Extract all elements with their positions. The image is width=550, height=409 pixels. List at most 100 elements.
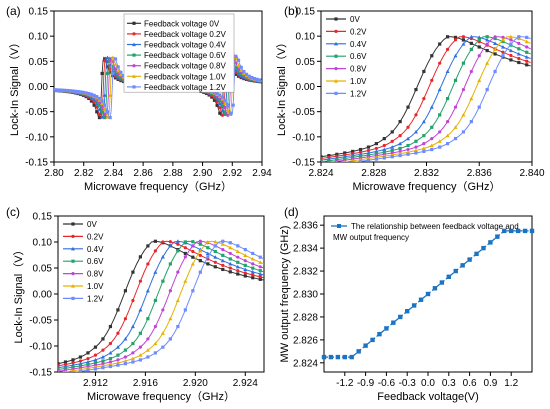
data-point — [258, 275, 262, 279]
data-point — [422, 149, 426, 154]
data-point — [243, 263, 247, 267]
data-point — [335, 152, 339, 156]
data-point — [488, 240, 493, 245]
x-tick-label: 0.6 — [463, 378, 477, 389]
data-point — [220, 103, 225, 107]
data-point — [123, 348, 128, 352]
data-point — [251, 276, 255, 280]
data-point — [213, 249, 217, 254]
data-point — [358, 150, 363, 154]
data-point — [258, 255, 262, 259]
data-point — [453, 78, 458, 82]
x-axis-label: Feedback voltage(V) — [377, 391, 479, 403]
data-point — [221, 263, 225, 267]
data-point — [328, 354, 334, 360]
data-point — [469, 120, 473, 124]
data-point — [213, 255, 218, 259]
x-tick-label: 2.90 — [193, 168, 213, 179]
data-point — [242, 69, 246, 74]
data-point — [236, 244, 240, 248]
data-point — [81, 90, 86, 95]
data-point — [485, 87, 489, 92]
data-point — [445, 133, 450, 138]
data-point — [453, 38, 458, 42]
data-point — [198, 253, 202, 257]
data-point — [58, 362, 60, 366]
data-point — [108, 58, 112, 63]
data-point — [215, 103, 219, 107]
data-point — [411, 303, 417, 308]
data-point — [87, 91, 91, 96]
data-point — [414, 113, 418, 117]
data-point — [351, 149, 355, 154]
data-point — [71, 296, 75, 300]
data-point — [334, 91, 338, 95]
data-point — [327, 162, 331, 166]
data-point — [234, 65, 238, 69]
data-point — [390, 139, 394, 143]
data-point — [68, 89, 72, 93]
legend-box — [123, 13, 235, 93]
data-point — [366, 148, 371, 153]
legend-entry: 0.8V — [87, 270, 104, 279]
data-point — [406, 136, 411, 141]
data-point — [116, 68, 121, 73]
data-point — [111, 71, 115, 76]
data-point — [116, 308, 120, 312]
data-point — [413, 129, 418, 134]
data-point — [243, 259, 247, 263]
legend-entry: Feedback voltage 1.2V — [144, 83, 226, 92]
data-point — [223, 106, 227, 110]
data-point — [71, 246, 75, 251]
data-point — [86, 356, 90, 361]
data-point — [205, 251, 210, 256]
data-point — [509, 38, 513, 42]
data-point — [131, 270, 135, 274]
data-point — [160, 331, 165, 335]
y-tick-label: 2.836 — [293, 221, 318, 232]
y-tick-label: 2.832 — [293, 267, 318, 278]
data-point — [93, 367, 98, 371]
data-point — [138, 353, 143, 357]
x-tick-label: -0.6 — [378, 378, 396, 389]
data-point — [525, 59, 529, 63]
y-tick-label: 0.10 — [33, 238, 53, 249]
data-point — [153, 351, 157, 355]
data-point — [239, 72, 243, 76]
data-point — [183, 246, 187, 250]
data-point — [160, 254, 165, 259]
data-point — [370, 337, 375, 343]
data-point — [92, 103, 96, 107]
panel-d: (d) -1.2 -0.9 -0.6 -0.3 0.0 0.3 0.6 0.9 1.2 2.824 2… — [279, 205, 535, 403]
data-point — [220, 258, 225, 263]
legend-entry: 1.0V — [350, 77, 367, 86]
data-point — [123, 362, 128, 366]
x-tick-label: 1.2 — [504, 378, 518, 389]
data-point — [101, 337, 105, 341]
data-point — [250, 75, 254, 80]
data-point — [54, 88, 56, 92]
data-point — [493, 36, 497, 41]
data-point — [71, 89, 75, 93]
data-point — [76, 90, 80, 94]
data-point — [366, 145, 371, 149]
data-point — [429, 143, 434, 148]
legend-entry: 0.2V — [350, 27, 367, 36]
data-point — [236, 71, 241, 76]
data-point — [422, 97, 426, 101]
data-point — [243, 248, 247, 252]
x-axis-label: Microwave frequency（GHz） — [353, 180, 501, 193]
data-point — [198, 242, 202, 246]
data-point — [334, 29, 338, 33]
data-point — [321, 155, 323, 159]
data-point — [78, 355, 83, 359]
data-point — [334, 79, 338, 83]
data-point — [349, 354, 354, 360]
data-point — [56, 373, 59, 376]
legend-entry: 1.0V — [87, 282, 104, 291]
data-point — [343, 151, 347, 155]
data-point — [206, 262, 210, 266]
data-point — [239, 68, 244, 72]
data-point — [398, 120, 402, 124]
data-point — [105, 55, 110, 60]
